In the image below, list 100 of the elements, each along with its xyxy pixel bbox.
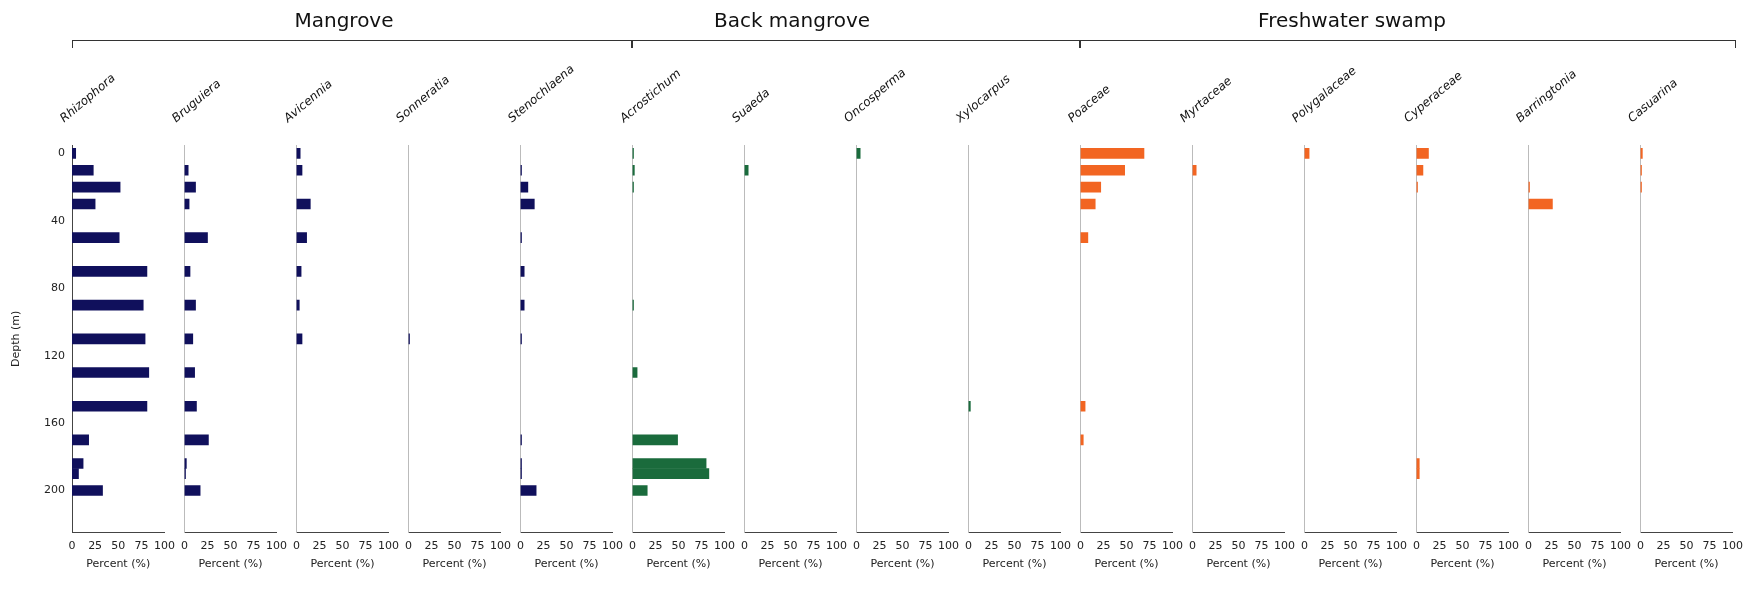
x-tick-label: 100 [1162, 539, 1183, 553]
x-tick-label: 0 [1077, 539, 1084, 553]
bar [72, 198, 96, 210]
x-tick-label: 75 [358, 539, 373, 553]
x-tick-label: 25 [536, 539, 551, 553]
x-axis-title: Percent (%) [1542, 557, 1607, 571]
x-tick-label: 0 [741, 539, 748, 553]
y-tick-label: 160 [44, 415, 65, 429]
bar [184, 232, 208, 244]
x-tick-label: 100 [1610, 539, 1631, 553]
x-tick-label: 0 [965, 539, 972, 553]
x-tick-label: 100 [1498, 539, 1519, 553]
x-tick-label: 25 [1096, 539, 1111, 553]
y-tick-label: 40 [51, 213, 65, 227]
x-tick-label: 50 [223, 539, 238, 553]
x-tick-label: 75 [1478, 539, 1493, 553]
x-axis-title: Percent (%) [982, 557, 1047, 571]
bar [72, 232, 120, 244]
x-tick-label: 75 [806, 539, 821, 553]
bar [184, 181, 196, 193]
x-tick-label: 25 [312, 539, 327, 553]
x-axis-title: Percent (%) [86, 557, 151, 571]
bar [1416, 164, 1424, 176]
x-tick-label: 50 [1007, 539, 1022, 553]
bar [632, 434, 678, 446]
bar [296, 299, 300, 311]
bar [72, 181, 121, 193]
x-tick-label: 50 [111, 539, 126, 553]
bar [1080, 164, 1125, 176]
x-axis-title: Percent (%) [646, 557, 711, 571]
x-tick-label: 75 [694, 539, 709, 553]
bar [72, 485, 103, 496]
x-tick-label: 100 [1386, 539, 1407, 553]
x-tick-label: 0 [1189, 539, 1196, 553]
x-axis-title: Percent (%) [422, 557, 487, 571]
x-tick-label: 0 [1413, 539, 1420, 553]
x-axis-title: Percent (%) [1094, 557, 1159, 571]
x-tick-label: 0 [1301, 539, 1308, 553]
x-tick-label: 0 [293, 539, 300, 553]
bar [72, 434, 89, 446]
chart-subtitle: Back mangrove [712, 8, 872, 32]
x-tick-label: 50 [1343, 539, 1358, 553]
x-tick-label: 50 [559, 539, 574, 553]
bar [72, 299, 144, 311]
y-tick-label: 0 [58, 146, 65, 160]
x-axis-title: Percent (%) [310, 557, 375, 571]
x-tick-label: 0 [629, 539, 636, 553]
bar [1080, 148, 1145, 159]
x-tick-label: 25 [424, 539, 439, 553]
x-tick-label: 100 [938, 539, 959, 553]
x-axis-title: Percent (%) [1654, 557, 1719, 571]
x-tick-label: 0 [517, 539, 524, 553]
bar [1416, 148, 1429, 159]
x-tick-label: 0 [68, 539, 76, 553]
bar [72, 400, 148, 412]
bar [520, 198, 535, 210]
x-tick-label: 25 [200, 539, 215, 553]
x-tick-label: 0 [181, 539, 188, 553]
x-tick-label: 50 [335, 539, 350, 553]
x-axis-title: Percent (%) [1318, 557, 1383, 571]
chart-subtitle: Mangrove [293, 8, 395, 32]
x-tick-label: 75 [582, 539, 597, 553]
bar [184, 333, 194, 345]
x-tick-label: 75 [470, 539, 485, 553]
x-tick-label: 25 [1208, 539, 1223, 553]
x-tick-label: 25 [648, 539, 663, 553]
bar [184, 485, 201, 496]
x-tick-label: 50 [783, 539, 798, 553]
x-axis-title: Percent (%) [870, 557, 935, 571]
x-tick-label: 100 [490, 539, 511, 553]
bar [184, 299, 196, 311]
x-tick-label: 0 [1637, 539, 1644, 553]
x-tick-label: 50 [895, 539, 910, 553]
x-tick-label: 100 [602, 539, 623, 553]
bar [520, 485, 537, 496]
x-tick-label: 0 [405, 539, 412, 553]
bar [520, 299, 525, 311]
x-tick-label: 75 [246, 539, 261, 553]
x-tick-label: 75 [1590, 539, 1605, 553]
bar [184, 400, 197, 412]
x-tick-label: 75 [1702, 539, 1717, 553]
x-tick-label: 75 [1254, 539, 1269, 553]
bar [632, 485, 648, 496]
x-axis-title: Percent (%) [758, 557, 823, 571]
bar [72, 148, 77, 159]
x-tick-label: 50 [1679, 539, 1694, 553]
bar [1080, 198, 1096, 210]
x-tick-label: 75 [1366, 539, 1381, 553]
bar [520, 266, 525, 277]
x-tick-label: 75 [1142, 539, 1157, 553]
bar [632, 164, 635, 176]
x-tick-label: 25 [984, 539, 999, 553]
x-tick-label: 50 [1231, 539, 1246, 553]
x-tick-label: 25 [1544, 539, 1559, 553]
bar [184, 367, 195, 378]
x-tick-label: 75 [1030, 539, 1045, 553]
x-tick-label: 0 [1525, 539, 1532, 553]
x-axis-title: Percent (%) [1206, 557, 1271, 571]
x-tick-label: 25 [1320, 539, 1335, 553]
y-tick-label: 120 [44, 348, 65, 362]
